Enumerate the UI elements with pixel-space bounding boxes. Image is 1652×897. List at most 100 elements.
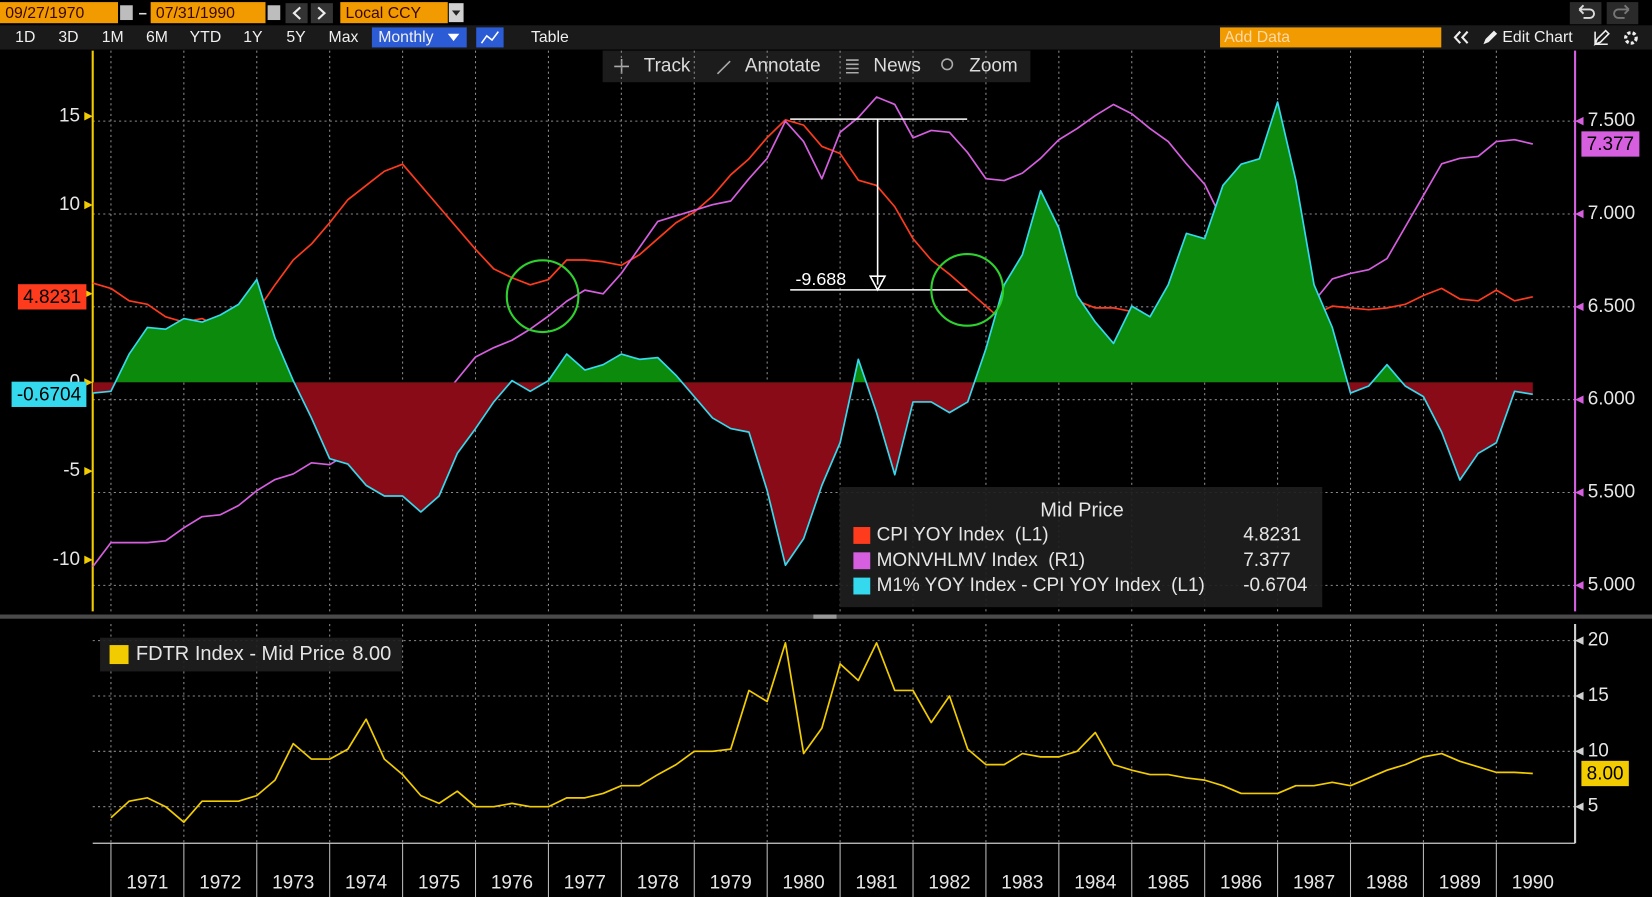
y2-tick-label: 7.500 (1588, 110, 1635, 131)
badge-label: -0.6704 (17, 384, 81, 405)
x-tick-label: 1987 (1293, 872, 1335, 893)
next-icon (317, 6, 327, 20)
y-tick-label: 15 (1588, 685, 1609, 706)
currency-field[interactable] (340, 2, 448, 24)
last-value-badge: -0.6704 (11, 381, 87, 407)
calendar-icon[interactable] (120, 5, 133, 21)
y-tick-label: 15 (59, 105, 80, 126)
frequency-button[interactable] (371, 27, 467, 48)
add-data-field[interactable] (1220, 27, 1442, 48)
x-tick-label: 1983 (1001, 872, 1043, 893)
next-button[interactable] (310, 3, 333, 24)
start-date: 09/27/1970 (5, 5, 84, 22)
y-tick-label: -10 (53, 549, 80, 570)
add-data: Add Data (1224, 29, 1290, 46)
y-tick (84, 466, 93, 476)
legend-swatch (109, 645, 129, 665)
calendar-icon[interactable] (267, 5, 281, 21)
toolbar-periods: 1D 3D 1M 6M YTD 1Y 5Y Max Monthly Table … (0, 25, 1652, 50)
y-tick-label: 10 (1588, 740, 1609, 761)
y-tick-label: 20 (1588, 630, 1609, 651)
undo-icon (1578, 4, 1595, 19)
badge-background (11, 381, 87, 407)
legend: FDTR Index - Mid Price 8.00 (100, 637, 402, 672)
x-tick-label: 1977 (564, 872, 606, 893)
legend-value: 7.377 (1243, 550, 1290, 571)
badge-background (1581, 131, 1640, 157)
x-tick-label: 1982 (928, 872, 970, 893)
y-tick (1575, 802, 1584, 811)
toolbar-top: 09/27/1970 07/31/1990 Local CCY (0, 2, 1639, 25)
currency: Local CCY (346, 5, 422, 22)
y2-tick-label: 5.500 (1588, 482, 1635, 503)
y2-tick (1575, 581, 1584, 590)
edit-icon (1483, 30, 1498, 45)
period-button[interactable]: 6M (146, 29, 168, 46)
legend-background (100, 637, 402, 672)
chart-type-icon (480, 31, 499, 44)
tool-button[interactable]: Track (644, 55, 691, 76)
start-date-field[interactable] (0, 2, 118, 24)
period-button[interactable]: 1Y (243, 29, 263, 46)
period-button[interactable]: Max (329, 29, 359, 46)
x-tick-label: 1981 (855, 872, 897, 893)
badge-background (17, 284, 87, 310)
legend-value: 8.00 (352, 643, 391, 665)
y2-tick (1575, 116, 1584, 126)
x-tick-label: 1979 (710, 872, 752, 893)
x-tick-label: 1990 (1512, 872, 1554, 893)
edit-chart-button[interactable]: Edit Chart (1502, 29, 1573, 46)
annotation: -9.688 (505, 118, 1005, 334)
y2-tick-label: 7.000 (1588, 203, 1635, 224)
annotate-icon (716, 60, 731, 75)
x-tick-label: 1978 (637, 872, 679, 893)
overlay: 4.8231 7.377 -0.6704 Mid Price CPI YOY Index… (11, 131, 1640, 787)
highlight-circle (930, 252, 1005, 327)
separator-handle[interactable] (813, 614, 837, 619)
period-button[interactable]: 1D (15, 29, 35, 46)
y2-tick (1575, 302, 1584, 312)
area-below (92, 382, 1533, 566)
end-date-field[interactable] (150, 2, 266, 24)
annotation-label: -9.688 (795, 269, 846, 289)
gear-icon[interactable] (1624, 31, 1638, 45)
period-button[interactable]: 1M (102, 29, 124, 46)
redo-button[interactable] (1606, 2, 1639, 25)
plot-area: 151050-5-107.5007.0006.5006.0005.5005.00… (53, 50, 1635, 897)
settings-icon[interactable] (1593, 29, 1610, 46)
period-button[interactable]: YTD (190, 29, 222, 46)
legend-value: 4.8231 (1243, 524, 1301, 545)
series-line (110, 641, 1533, 824)
news-icon (846, 59, 859, 74)
prev-button[interactable] (285, 3, 308, 24)
last-value-badge: 7.377 (1581, 131, 1640, 157)
end-date: 07/31/1990 (156, 5, 235, 22)
legend-label: FDTR Index - Mid Price (136, 643, 345, 665)
undo-button[interactable] (1569, 2, 1602, 25)
table-button[interactable]: Table (531, 29, 569, 46)
series-line (92, 101, 1533, 567)
period-button[interactable]: 3D (58, 29, 78, 46)
legend-background (839, 486, 1323, 608)
legend: Mid Price CPI YOY Index (L1) 4.8231 MONVHLM… (839, 486, 1323, 608)
x-tick-label: 1980 (783, 872, 825, 893)
x-tick-label: 1973 (272, 872, 314, 893)
y2-tick (1575, 395, 1584, 404)
y2-tick-label: 6.000 (1588, 389, 1635, 410)
x-tick-label: 1989 (1439, 872, 1481, 893)
period-button[interactable]: 5Y (286, 29, 306, 46)
y-tick (84, 555, 93, 565)
x-tick-label: 1984 (1074, 872, 1116, 893)
y2-tick (1575, 488, 1584, 497)
highlight-circle (505, 259, 580, 334)
tool-button[interactable]: Zoom (969, 55, 1017, 76)
tool-button[interactable]: News (873, 55, 920, 76)
legend-value: -0.6704 (1243, 575, 1307, 596)
y-tick (84, 200, 93, 210)
tool-button[interactable]: Annotate (745, 55, 821, 76)
chart-tools-background (602, 50, 1031, 83)
collapse-icon[interactable] (1453, 30, 1462, 44)
legend-swatch (853, 552, 871, 570)
legend-swatch (853, 577, 871, 595)
